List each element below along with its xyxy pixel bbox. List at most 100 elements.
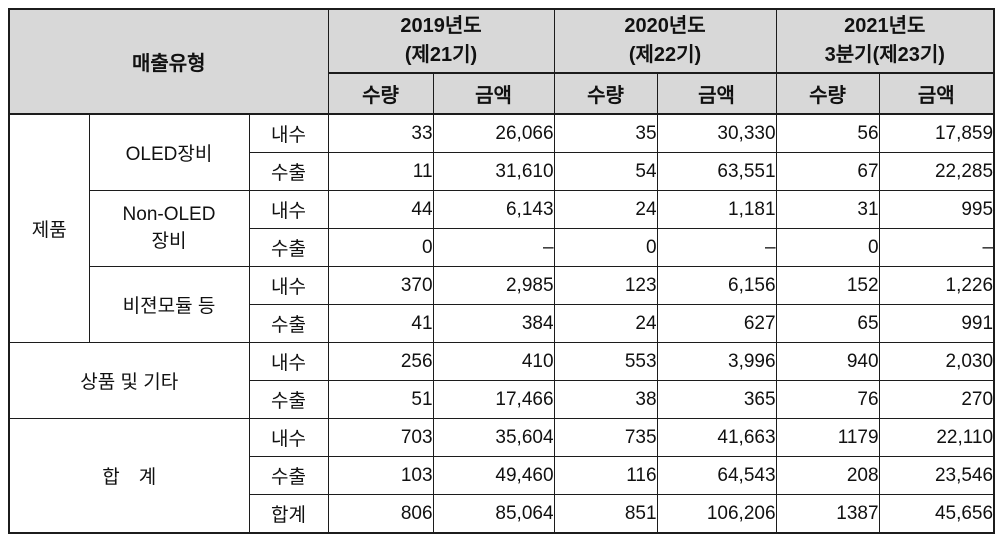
type-subtotal: 합계 (248, 494, 329, 534)
qty-cell: 24 (553, 190, 658, 229)
amount-cell: 365 (656, 380, 777, 419)
amount-cell: 63,551 (656, 152, 777, 191)
subcategory-oled: OLED장비 (88, 113, 250, 191)
category-goods-other: 상품 및 기타 (8, 342, 250, 419)
qty-cell: 103 (327, 456, 434, 495)
amount-cell: 49,460 (432, 456, 555, 495)
amount-cell: 270 (878, 380, 995, 419)
sales-type-header: 매출유형 (8, 8, 329, 115)
table-row: Non-OLED 장비 내수 44 6,143 24 1,181 31 995 (9, 190, 995, 267)
amount-cell: 17,859 (878, 113, 995, 153)
year-header-2021: 2021년도 3분기(제23기) (775, 8, 995, 74)
qty-cell: 208 (775, 456, 880, 495)
type-export: 수출 (248, 380, 329, 419)
table-row: 합 계 내수 703 35,604 735 41,663 1179 22,110 (8, 418, 995, 534)
qty-cell: 123 (553, 266, 658, 305)
qty-cell: 1387 (775, 494, 880, 534)
qty-cell: 940 (775, 342, 880, 381)
qty-cell: 33 (327, 113, 434, 153)
table-row: 수출 51 17,466 38 365 76 270 (9, 380, 995, 419)
amount-cell: 995 (878, 190, 995, 229)
table-row: 수출 41 384 24 627 65 991 (9, 304, 995, 343)
amount-cell: 17,466 (432, 380, 555, 419)
amount-cell: – (656, 228, 777, 267)
type-export: 수출 (248, 228, 329, 267)
non-oled-line2: 장비 (151, 231, 187, 252)
year-header-2019: 2019년도 (제21기) (327, 8, 555, 74)
qty-cell: 703 (327, 418, 434, 457)
amount-cell: 23,546 (878, 456, 995, 495)
amount-cell: 31,610 (432, 152, 555, 191)
table-row: 제품 OLED장비 내수 33 26,066 35 30,330 56 17,8… (8, 113, 995, 343)
qty-cell: 0 (553, 228, 658, 267)
table-row: 수출 103 49,460 116 64,543 208 23,546 (9, 456, 995, 495)
qty-cell: 256 (327, 342, 434, 381)
qty-cell: 851 (553, 494, 658, 534)
qty-header-2021: 수량 (775, 72, 880, 115)
table-row: 비젼모듈 등 내수 370 2,985 123 6,156 152 1,226 (9, 266, 995, 343)
amount-cell: 384 (432, 304, 555, 343)
qty-cell: 51 (327, 380, 434, 419)
amount-cell: 26,066 (432, 113, 555, 153)
subcategory-non-oled: Non-OLED 장비 (88, 190, 250, 267)
amount-cell: 35,604 (432, 418, 555, 457)
amount-cell: 22,110 (878, 418, 995, 457)
sales-by-type-table: 매출유형 2019년도 (제21기) 2020년도 (제22기) 2021년도 … (8, 8, 996, 534)
amount-cell: 106,206 (656, 494, 777, 534)
category-product: 제품 (8, 113, 90, 343)
amount-cell: 1,226 (878, 266, 995, 305)
year-2021-line2: 3분기(제23기) (824, 44, 945, 66)
type-domestic: 내수 (248, 266, 329, 305)
table-row: 상품 및 기타 내수 256 410 553 3,996 940 2,030 (8, 342, 995, 419)
category-grand-total: 합 계 (8, 418, 250, 534)
amount-cell: 3,996 (656, 342, 777, 381)
amount-cell: 6,143 (432, 190, 555, 229)
qty-cell: 65 (775, 304, 880, 343)
qty-cell: 67 (775, 152, 880, 191)
type-domestic: 내수 (248, 113, 329, 153)
amount-cell: 991 (878, 304, 995, 343)
qty-cell: 54 (553, 152, 658, 191)
qty-cell: 152 (775, 266, 880, 305)
qty-cell: 553 (553, 342, 658, 381)
amount-cell: 85,064 (432, 494, 555, 534)
table-row: 수출 11 31,610 54 63,551 67 22,285 (9, 152, 995, 191)
year-2021-line1: 2021년도 (844, 15, 926, 37)
qty-cell: 38 (553, 380, 658, 419)
amount-cell: 45,656 (878, 494, 995, 534)
qty-cell: 806 (327, 494, 434, 534)
type-export: 수출 (248, 456, 329, 495)
amount-cell: – (432, 228, 555, 267)
qty-cell: 56 (775, 113, 880, 153)
amount-cell: 22,285 (878, 152, 995, 191)
table-row: 합계 806 85,064 851 106,206 1387 45,656 (9, 494, 995, 534)
type-domestic: 내수 (248, 342, 329, 381)
qty-header-2020: 수량 (553, 72, 658, 115)
amount-cell: 1,181 (656, 190, 777, 229)
year-2020-line1: 2020년도 (624, 15, 706, 37)
type-domestic: 내수 (248, 190, 329, 229)
header-row-years: 매출유형 2019년도 (제21기) 2020년도 (제22기) 2021년도 … (8, 8, 995, 115)
header-row-measures: 수량 금액 수량 금액 수량 금액 (9, 72, 995, 115)
qty-cell: 116 (553, 456, 658, 495)
qty-cell: 31 (775, 190, 880, 229)
amount-cell: 2,985 (432, 266, 555, 305)
amount-cell: 64,543 (656, 456, 777, 495)
type-export: 수출 (248, 304, 329, 343)
qty-cell: 44 (327, 190, 434, 229)
amount-header-2020: 금액 (656, 72, 777, 115)
non-oled-line1: Non-OLED (122, 204, 216, 225)
qty-cell: 0 (327, 228, 434, 267)
year-header-2020: 2020년도 (제22기) (553, 8, 777, 74)
qty-cell: 370 (327, 266, 434, 305)
qty-cell: 735 (553, 418, 658, 457)
year-2019-line1: 2019년도 (400, 15, 482, 37)
qty-cell: 35 (553, 113, 658, 153)
year-2019-line2: (제21기) (404, 44, 478, 66)
amount-cell: 41,663 (656, 418, 777, 457)
amount-header-2021: 금액 (878, 72, 995, 115)
qty-cell: 1179 (775, 418, 880, 457)
table-row: 수출 0 – 0 – 0 – (9, 228, 995, 267)
qty-cell: 24 (553, 304, 658, 343)
type-export: 수출 (248, 152, 329, 191)
